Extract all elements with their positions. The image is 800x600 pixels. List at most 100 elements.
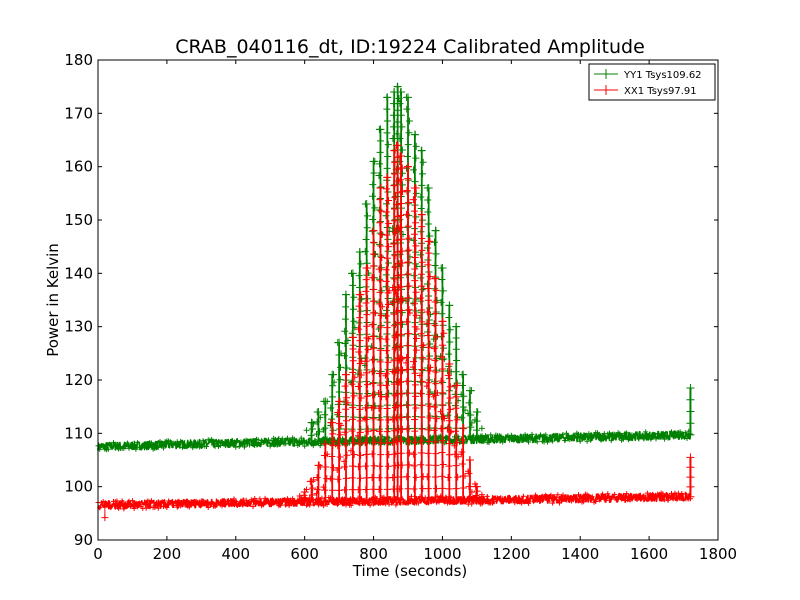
data-point <box>198 441 204 447</box>
pulse-point <box>398 247 406 255</box>
pulse-point <box>431 310 439 318</box>
pulse-point <box>404 389 412 397</box>
pulse-point <box>417 274 425 282</box>
pulse-point <box>440 413 448 421</box>
data-point <box>529 431 535 437</box>
pulse-point <box>309 484 317 492</box>
x-tick-label: 400 <box>221 545 250 563</box>
plot-frame <box>97 59 719 541</box>
pulse-point <box>375 160 383 168</box>
data-point <box>665 497 671 503</box>
data-point <box>486 440 492 446</box>
pulse-point <box>382 277 390 285</box>
pulse-point <box>383 129 391 137</box>
pulse-point <box>341 463 349 471</box>
pulse-peak <box>362 200 371 208</box>
y-axis-label: Power in Kelvin <box>44 243 62 357</box>
pulse-point <box>405 449 413 457</box>
pulse-point <box>412 154 420 162</box>
pulse-point <box>440 344 448 352</box>
pulse-point <box>465 399 473 407</box>
pulse-point <box>452 345 460 353</box>
pulse-point <box>370 285 378 293</box>
pulse-point <box>336 363 344 371</box>
pulse-peak <box>438 264 447 272</box>
data-point <box>646 492 652 498</box>
pulse-point <box>431 356 439 364</box>
pulse-peak <box>314 408 323 416</box>
pulse-point <box>416 294 424 302</box>
pulse-point <box>420 341 427 348</box>
pulse-point <box>423 308 431 316</box>
pulse-point <box>350 293 358 301</box>
pulse-point <box>411 416 419 424</box>
pulse-point <box>397 176 405 184</box>
data-point <box>613 434 619 440</box>
data-point <box>555 492 561 498</box>
pulse-peak <box>314 461 323 470</box>
pulse-peak <box>459 370 468 379</box>
data-point <box>546 498 552 504</box>
pulse-point <box>411 300 419 308</box>
pulse-point <box>438 310 446 318</box>
pulse-point <box>384 416 392 424</box>
pulse-point <box>369 380 377 388</box>
pulse-point <box>341 440 349 448</box>
pulse-point <box>404 342 412 350</box>
pulse-point <box>446 405 454 413</box>
pulse-peak <box>362 264 371 272</box>
data-point <box>324 501 330 507</box>
pulse-point <box>417 389 425 397</box>
pulse-point <box>324 451 331 458</box>
pulse-point <box>404 258 412 266</box>
pulse-point <box>393 130 401 138</box>
pulse-point <box>383 164 391 172</box>
pulse-point <box>329 430 337 438</box>
pulse-point <box>397 211 405 219</box>
pulse-point <box>417 251 425 259</box>
pulse-peak <box>321 440 330 448</box>
data-point <box>681 433 687 439</box>
pulse-point <box>405 437 413 445</box>
pulse-point <box>300 491 308 499</box>
pulse-point <box>394 106 402 114</box>
data-point <box>534 439 540 445</box>
data-point <box>408 493 414 499</box>
pulse-peak <box>424 237 433 246</box>
pulse-point <box>377 242 385 250</box>
data-point <box>312 499 318 505</box>
pulse-point <box>377 439 385 447</box>
pulse-peak <box>410 130 419 139</box>
data-point <box>109 443 115 449</box>
data-point <box>426 500 432 506</box>
pulse-point <box>385 300 393 308</box>
data-point <box>557 500 563 506</box>
pulse-peak <box>417 210 426 219</box>
pulse-point <box>390 111 398 119</box>
data-point <box>677 429 683 435</box>
data-point <box>155 505 161 511</box>
pulse-point <box>412 219 420 227</box>
pulse-point <box>362 236 370 244</box>
pulse-point <box>328 475 336 483</box>
pulse-peak <box>393 141 402 150</box>
data-point <box>667 433 673 439</box>
data-point <box>648 495 654 501</box>
data-point <box>360 500 366 506</box>
pulse-point <box>361 354 369 362</box>
pulse-point <box>335 388 343 396</box>
pulse-point <box>444 473 452 481</box>
pulse-point <box>362 462 370 470</box>
pulse-point <box>389 298 397 306</box>
end-spike-point <box>686 384 695 392</box>
pulse-point <box>431 285 439 293</box>
pulse-point <box>348 329 356 337</box>
data-point <box>176 442 182 448</box>
pulse-point <box>453 357 461 365</box>
pulse-point <box>411 277 419 285</box>
data-point <box>531 498 537 504</box>
legend-marker-yy1 <box>601 69 611 79</box>
data-point <box>553 495 559 501</box>
pulse-point <box>417 437 425 445</box>
pulse-point <box>356 428 364 436</box>
